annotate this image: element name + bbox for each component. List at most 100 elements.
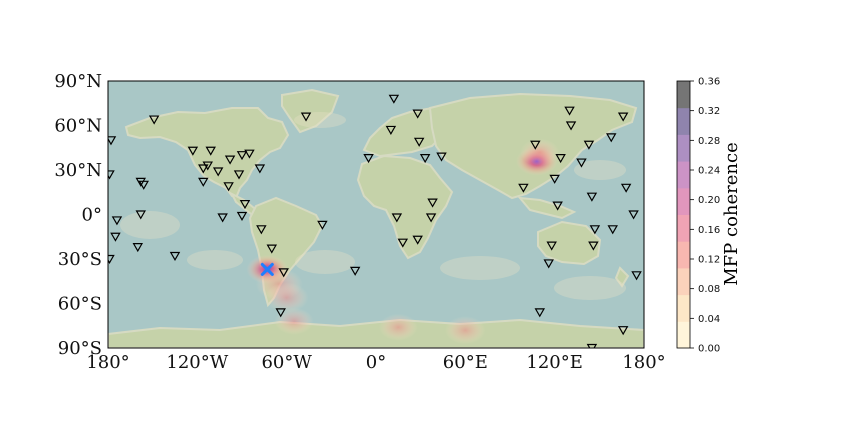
station-marker [148, 115, 160, 125]
coherence-hotspot [378, 313, 418, 341]
station-marker [388, 94, 400, 104]
y-tick-label: 60°N [54, 116, 102, 137]
station-marker [552, 201, 563, 211]
station-marker [223, 182, 234, 192]
colorbar-frame [676, 80, 691, 349]
station-marker [169, 251, 181, 262]
land-southeast-asia [517, 196, 577, 220]
y-tick-label: 60°S [58, 294, 102, 315]
colorbar-band [677, 321, 690, 349]
station-marker [202, 161, 213, 171]
station-marker [385, 125, 397, 135]
colorbar-tick-label: 0.00 [698, 344, 720, 355]
colorbar-label: MFP coherence [721, 142, 742, 286]
station-marker [391, 213, 403, 223]
station-marker [108, 170, 115, 180]
y-tick-label: 90°S [58, 338, 102, 359]
station-marker [620, 183, 632, 193]
station-marker [224, 155, 236, 165]
colorbar-band [677, 134, 690, 162]
source-layer [260, 262, 274, 276]
station-marker [266, 244, 278, 254]
land-australia [537, 220, 602, 266]
station-marker [555, 154, 566, 164]
station-marker [518, 183, 529, 193]
station-marker [586, 343, 598, 348]
station-marker [317, 220, 328, 230]
station-marker [413, 137, 425, 147]
station-marker [256, 225, 267, 235]
colorbar-tick-label: 0.28 [698, 136, 720, 147]
colorbar-band [677, 107, 690, 135]
contour-patch [120, 211, 180, 239]
colorbar-tick-label: 0.36 [698, 77, 720, 88]
station-marker [217, 213, 228, 223]
station-marker [254, 164, 266, 174]
station-marker [244, 149, 255, 159]
station-marker [576, 158, 587, 168]
station-marker [205, 146, 216, 156]
colorbar-band [677, 294, 690, 322]
station-marker [239, 200, 251, 210]
station-marker [534, 308, 546, 318]
hotspot-layer [246, 138, 560, 345]
station-marker [236, 211, 248, 221]
station-marker [617, 112, 629, 122]
station-marker [436, 152, 447, 162]
station-marker [412, 109, 423, 119]
station-marker [132, 243, 144, 253]
station-marker [564, 106, 575, 116]
station-marker [543, 259, 554, 269]
colorbar-tick-label: 0.08 [698, 284, 720, 295]
station-marker [110, 232, 121, 242]
station-marker [583, 140, 595, 150]
colorbar-tick-label: 0.12 [698, 255, 720, 266]
coherence-hotspot [445, 316, 486, 345]
station-marker [427, 198, 438, 208]
station-marker [565, 121, 577, 131]
y-tick-label: 30°S [58, 249, 102, 270]
colorbar-band [677, 187, 690, 215]
station-marker [589, 225, 601, 235]
colorbar-tick-label: 0.24 [698, 166, 720, 177]
y-tick-label: 90°N [54, 71, 102, 92]
y-tick-label: 30°N [54, 160, 102, 181]
coherence-hotspot [520, 138, 560, 166]
contour-patch [294, 112, 346, 128]
station-marker [349, 266, 361, 276]
coherence-hotspot [274, 307, 314, 335]
station-marker [363, 154, 374, 164]
station-layer [108, 94, 642, 348]
contour-patch [295, 250, 355, 274]
colorbar: 0.00 0.04 0.08 0.12 0.16 0.20 0.24 0.28 0.32 0.36… [676, 77, 742, 355]
station-marker [549, 174, 560, 184]
colorbar-band [677, 267, 690, 296]
colorbar-bands [677, 81, 690, 349]
coherence-field [120, 112, 626, 345]
colorbar-tick-label: 0.04 [698, 314, 720, 325]
map-panel [108, 81, 644, 348]
station-marker [108, 254, 115, 265]
colorbar-tick-label: 0.16 [698, 225, 720, 236]
x-tick-label: 180° [622, 352, 665, 373]
station-marker [397, 238, 409, 248]
station-marker [607, 225, 618, 235]
station-marker [135, 210, 146, 220]
colorbar-tick-label: 0.32 [698, 106, 720, 117]
land-africa [356, 154, 454, 260]
colorbar-band [677, 81, 690, 109]
station-marker [617, 326, 629, 336]
station-marker [212, 167, 224, 177]
station-marker [425, 213, 437, 223]
x-tick-label: 180° [86, 352, 129, 373]
station-marker [628, 210, 639, 220]
station-marker [275, 308, 286, 318]
x-tick-label: 120°E [526, 352, 583, 373]
station-marker [198, 177, 209, 187]
coherence-hotspot [264, 282, 309, 313]
contour-patch [187, 250, 243, 270]
colorbar-band [677, 241, 690, 269]
station-marker [278, 268, 289, 278]
land-north-america [124, 107, 290, 200]
contour-patch [554, 276, 626, 300]
